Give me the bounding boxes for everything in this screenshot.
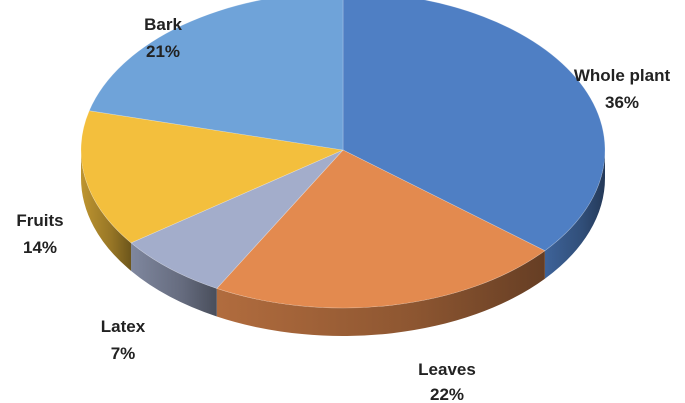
pie-slice-leaves — [216, 149, 546, 309]
pie-slice-whole-plant — [342, 0, 606, 252]
pie-side-fruits — [81, 150, 132, 271]
pie-slices — [80, 0, 606, 309]
slice-value-leaves: 22% — [430, 385, 464, 403]
pie-sides — [81, 150, 605, 336]
pie-slice-bark — [88, 0, 344, 151]
pie-slice-fruits — [80, 110, 345, 244]
slice-value-bark: 21% — [146, 42, 180, 61]
slice-label-whole-plant: Whole plant — [574, 66, 671, 85]
pie-side-leaves — [216, 250, 545, 336]
slice-label-bark: Bark — [144, 15, 182, 34]
slice-value-whole-plant: 36% — [605, 93, 639, 112]
slice-label-fruits: Fruits — [16, 211, 63, 230]
slice-value-latex: 7% — [111, 344, 136, 363]
slice-value-fruits: 14% — [23, 238, 57, 257]
slice-label-leaves: Leaves — [418, 360, 476, 379]
pie-slice-latex — [130, 149, 344, 289]
slice-labels: Whole plant 36% Leaves 22% Latex 7% Frui… — [16, 15, 670, 403]
slice-label-latex: Latex — [101, 317, 146, 336]
pie-side-whole-plant — [544, 150, 605, 279]
pie-side-latex — [131, 242, 217, 317]
